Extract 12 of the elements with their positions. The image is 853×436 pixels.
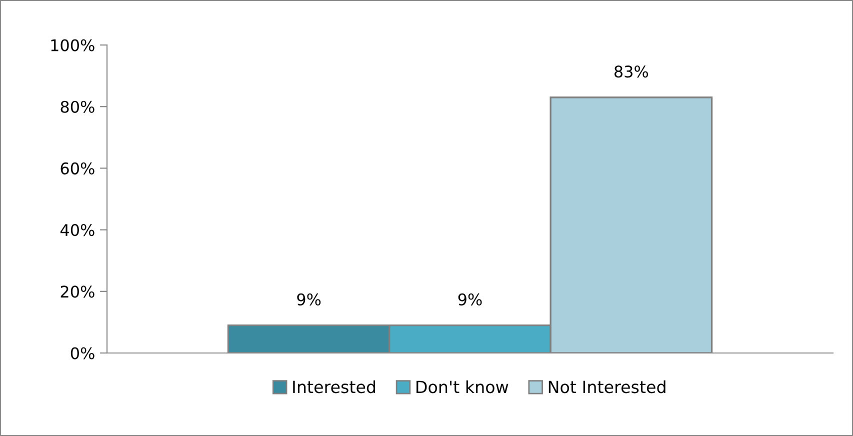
y-tick-label: 60% [60,162,94,174]
y-tick-label: 40% [60,224,94,236]
data-label: 9% [297,293,321,306]
legend-label: Not Interested [548,380,666,394]
legend-label: Interested [293,380,376,394]
y-tick-label: 20% [60,286,94,298]
data-label: 9% [458,293,482,306]
y-tick-label: 100% [51,39,94,52]
y-tick-label: 0% [70,347,94,360]
data-label: 83% [614,66,648,78]
legend-label: Don't know [416,380,508,394]
y-tick-label: 80% [60,100,94,113]
